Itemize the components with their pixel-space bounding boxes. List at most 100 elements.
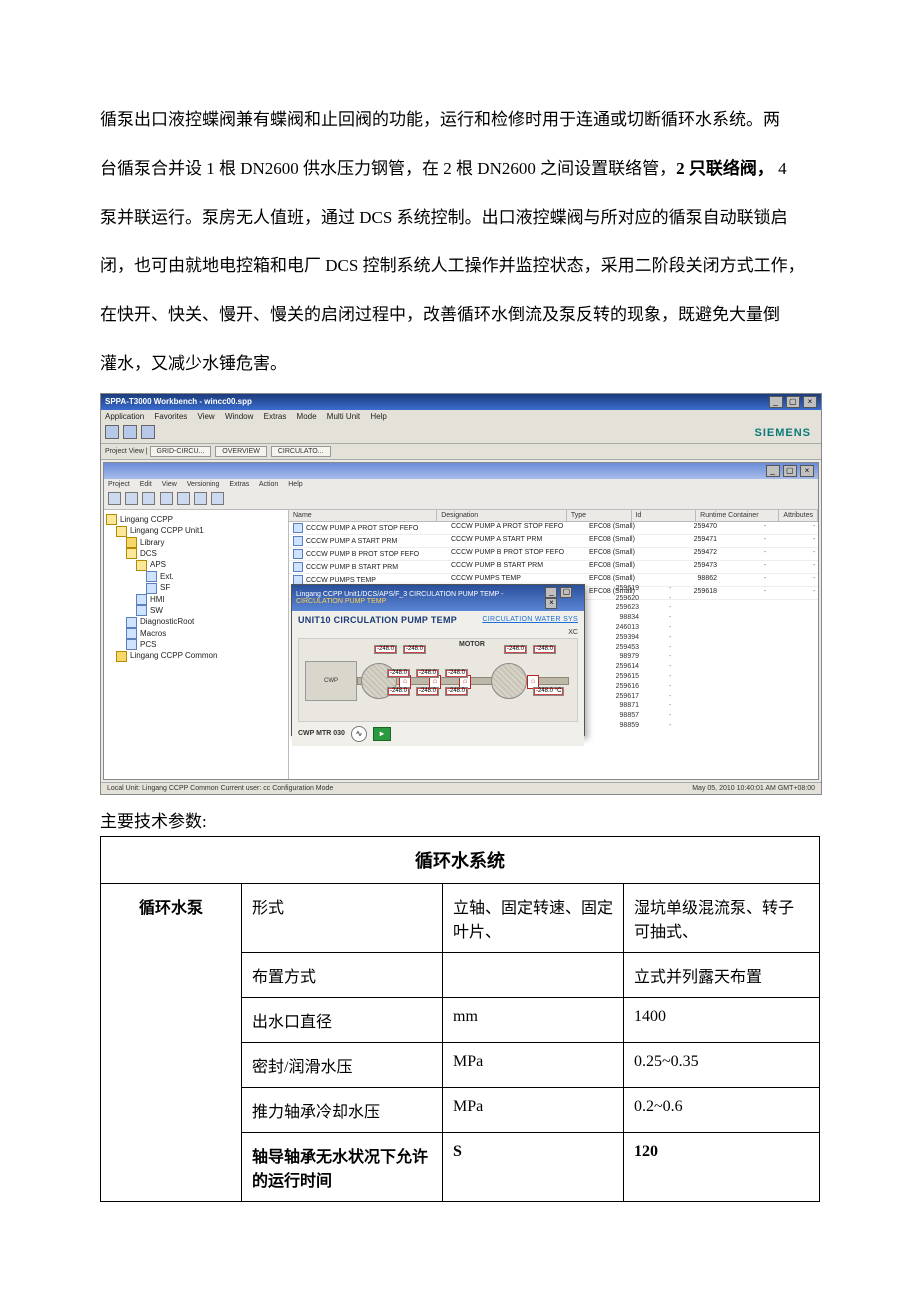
value-box[interactable]: -248.0 [374,645,397,654]
col-designation[interactable]: Designation [437,510,567,521]
tree-item[interactable]: PCS [106,639,286,650]
sub-menu-view[interactable]: View [162,481,177,488]
tree-item[interactable]: Lingang CCPP [106,514,286,525]
diagram-window[interactable]: Lingang CCPP Unit1/DCS/APS/F_3 CIRCULATI… [291,584,585,736]
list-row[interactable]: 259617- [589,692,671,702]
diagram-minimize-icon[interactable]: _ [545,587,557,598]
list-row[interactable]: 259394- [589,633,671,643]
tree-item[interactable]: APS [106,559,286,570]
maximize-icon[interactable]: ▢ [786,396,800,408]
menu-extras[interactable]: Extras [264,412,287,421]
menu-mode[interactable]: Mode [297,412,317,421]
sub-minimize-icon[interactable]: _ [766,465,780,477]
sub-tool-icon[interactable] [177,492,190,505]
menubar: Application Favorites View Window Extras… [101,410,821,423]
tree-item[interactable]: Ext. [106,571,286,582]
sub-tool-icon[interactable] [211,492,224,505]
list-row[interactable]: 259619- [589,584,671,594]
sub-tool-icon[interactable] [125,492,138,505]
para-line-1: 循泵出口液控蝶阀兼有蝶阀和止回阀的功能，运行和检修时用于连通或切断循环水系统。两 [100,100,820,141]
menu-application[interactable]: Application [105,412,144,421]
list-row[interactable]: 98979- [589,652,671,662]
tree-item[interactable]: SW [106,605,286,616]
sub-tool-icon[interactable] [108,492,121,505]
value-box[interactable]: -248.0 [445,687,468,696]
value-box[interactable]: -248.0 [504,645,527,654]
menu-window[interactable]: Window [225,412,253,421]
tree-item-label: Lingang CCPP Common [130,651,217,660]
value-box[interactable]: -248.0 [533,645,556,654]
menu-help[interactable]: Help [370,412,386,421]
list-row[interactable]: 98834- [589,613,671,623]
col-type[interactable]: Type [567,510,632,521]
toolbar-icon[interactable] [123,425,137,439]
minimize-icon[interactable]: _ [769,396,783,408]
sub-menu-action[interactable]: Action [259,481,278,488]
tree-item[interactable]: DiagnosticRoot [106,616,286,627]
tree-item[interactable]: Macros [106,628,286,639]
spinner-icon[interactable]: ∿ [351,726,367,742]
tree-item[interactable]: SF [106,582,286,593]
col-attributes[interactable]: Attributes [779,510,818,521]
list-row[interactable]: CCCW PUMP B START PRMCCCW PUMP B START P… [289,561,818,574]
sub-close-icon[interactable]: × [800,465,814,477]
tree-item[interactable]: Lingang CCPP Unit1 [106,525,286,536]
tree-pane: Lingang CCPPLingang CCPP Unit1LibraryDCS… [104,510,289,779]
diagram-link[interactable]: CIRCULATION WATER SYS [482,616,578,623]
list-row[interactable]: 259620- [589,594,671,604]
value-box[interactable]: -248.0 [416,669,439,678]
sub-menu-help[interactable]: Help [288,481,302,488]
menu-favorites[interactable]: Favorites [154,412,187,421]
list-row[interactable]: 259616- [589,682,671,692]
list-row[interactable]: 259453- [589,643,671,653]
spec-unit [443,952,624,997]
tree-item[interactable]: DCS [106,548,286,559]
toolbar-icon[interactable] [141,425,155,439]
list-row[interactable]: CCCW PUMP B PROT STOP FEFOCCCW PUMP B PR… [289,548,818,561]
list-row[interactable]: 259615- [589,672,671,682]
list-row[interactable]: CCCW PUMP A START PRMCCCW PUMP A START P… [289,535,818,548]
breadcrumb[interactable]: CIRCULATO... [271,446,331,457]
spec-param: 出水口直径 [242,997,443,1042]
leaf-icon [136,594,147,605]
diagram-maximize-icon[interactable]: ▢ [560,587,572,598]
close-icon[interactable]: × [803,396,817,408]
list-row[interactable]: 98859- [589,721,671,731]
list-row[interactable]: 259623- [589,603,671,613]
sub-menu-extras[interactable]: Extras [229,481,249,488]
list-row[interactable]: CCCW PUMP A PROT STOP FEFOCCCW PUMP A PR… [289,522,818,535]
value-box[interactable]: -248.0 [387,669,410,678]
col-id[interactable]: Id [632,510,697,521]
list-row[interactable]: 259614- [589,662,671,672]
col-runtime-container[interactable]: Runtime Container [696,510,779,521]
sub-tool-icon[interactable] [142,492,155,505]
list-row[interactable]: 246013- [589,623,671,633]
window-title: SPPA-T3000 Workbench - wincc00.spp [105,397,252,406]
breadcrumb[interactable]: OVERVIEW [215,446,267,457]
value-box[interactable]: -248.0 [416,687,439,696]
menu-view[interactable]: View [198,412,215,421]
sub-tool-icon[interactable] [194,492,207,505]
tree-item[interactable]: HMI [106,594,286,605]
list-row[interactable]: 98857- [589,711,671,721]
list-row[interactable]: 98871- [589,701,671,711]
toolbar-icon[interactable] [105,425,119,439]
spec-value: 0.25~0.35 [624,1042,820,1087]
tree-item[interactable]: Library [106,537,286,548]
cwp-block: CWP [305,661,357,701]
play-button[interactable]: ▸ [373,727,391,741]
value-box[interactable]: -248.0 [387,687,410,696]
tree-item[interactable]: Lingang CCPP Common [106,650,286,661]
value-box[interactable]: -248.0 [403,645,426,654]
breadcrumb[interactable]: GRID-CIRCU... [150,446,212,457]
col-name[interactable]: Name [289,510,437,521]
sub-menu-versioning[interactable]: Versioning [187,481,220,488]
diagram-close-icon[interactable]: × [545,598,557,609]
sub-menu-edit[interactable]: Edit [140,481,152,488]
sub-maximize-icon[interactable]: ▢ [783,465,797,477]
menu-multiunit[interactable]: Multi Unit [327,412,360,421]
sub-tool-icon[interactable] [160,492,173,505]
value-box[interactable]: -248.0 °C [533,687,564,696]
value-box[interactable]: -248.0 [445,669,468,678]
sub-menu-project[interactable]: Project [108,481,130,488]
